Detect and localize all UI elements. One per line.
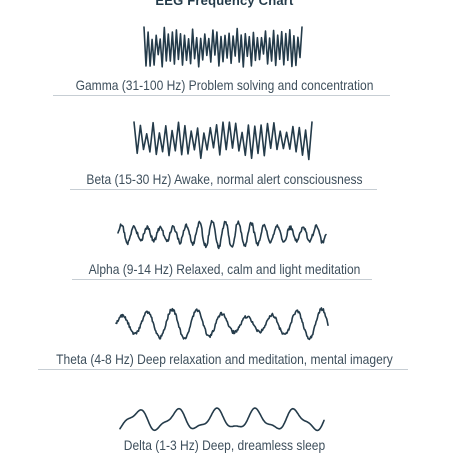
gamma-label: Gamma (31-100 Hz) Problem solving and co… [75,77,374,93]
theta-wave [115,307,329,341]
theta-divider [38,369,408,370]
gamma-wave [143,26,303,68]
beta-label: Beta (15-30 Hz) Awake, normal alert cons… [86,171,363,187]
beta-wave-path [133,121,313,161]
gamma-wave-path [143,26,303,68]
alpha-divider [72,279,372,280]
theta-label: Theta (4-8 Hz) Deep relaxation and medit… [56,351,393,367]
alpha-label: Alpha (9-14 Hz) Relaxed, calm and light … [88,261,361,277]
alpha-wave [117,219,327,250]
beta-divider [70,189,377,190]
delta-label: Delta (1-3 Hz) Deep, dreamless sleep [123,437,326,453]
alpha-wave-path [117,219,327,250]
theta-wave-path [115,307,329,341]
chart-title: EEG Frequency Chart [155,0,294,8]
delta-wave [119,407,325,432]
delta-wave-path [119,407,325,432]
beta-wave [133,121,313,161]
gamma-divider [53,95,390,96]
